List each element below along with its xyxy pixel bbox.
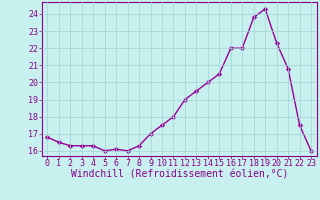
- X-axis label: Windchill (Refroidissement éolien,°C): Windchill (Refroidissement éolien,°C): [70, 170, 288, 180]
